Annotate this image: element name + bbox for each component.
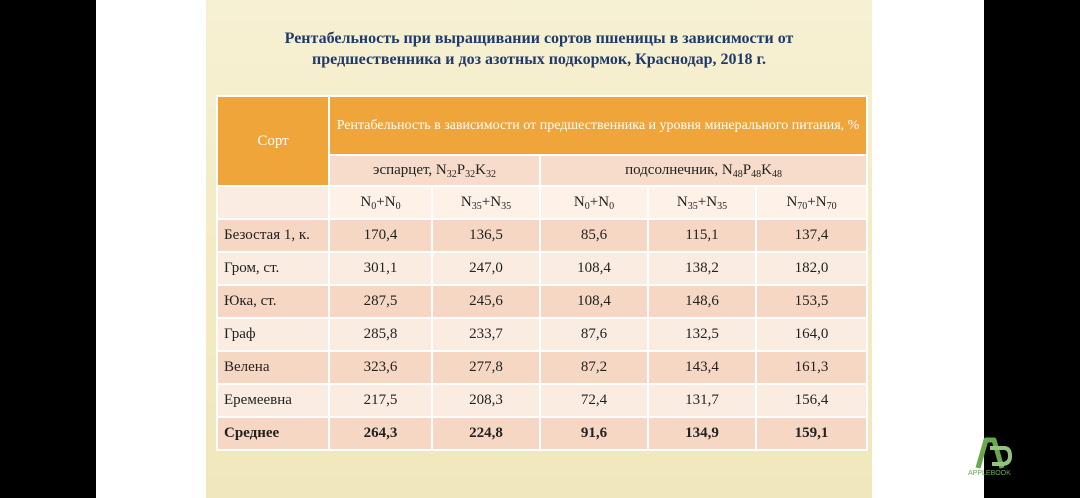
table-row: Еремеевна 217,5 208,3 72,4 131,7 156,4 xyxy=(216,383,869,418)
cell: 148,6 xyxy=(647,284,757,319)
cell: 87,2 xyxy=(539,350,649,385)
table-row: Граф 285,8 233,7 87,6 132,5 164,0 xyxy=(216,317,869,352)
cell: 301,1 xyxy=(328,251,433,286)
table-row: Гром, ст. 301,1 247,0 108,4 138,2 182,0 xyxy=(216,251,869,286)
cell: 108,4 xyxy=(539,251,649,286)
cell: 217,5 xyxy=(328,383,433,418)
row-name: Велена xyxy=(216,350,330,385)
subcol-1: N0+N0 xyxy=(328,185,433,220)
letterbox-left xyxy=(0,0,96,498)
cell: 287,5 xyxy=(328,284,433,319)
cell: 277,8 xyxy=(431,350,541,385)
cell: 245,6 xyxy=(431,284,541,319)
cell: 132,5 xyxy=(647,317,757,352)
applebook-logo-icon xyxy=(975,437,1012,469)
cell: 136,5 xyxy=(431,218,541,253)
slide-title: Рентабельность при выращивании сортов пш… xyxy=(284,30,794,68)
cell: 131,7 xyxy=(647,383,757,418)
cell: 159,1 xyxy=(754,416,869,451)
row-name: Гром, ст. xyxy=(216,251,330,286)
row-name: Безостая 1, к. xyxy=(216,218,330,253)
cell: 108,4 xyxy=(539,284,649,319)
cell: 323,6 xyxy=(328,350,433,385)
logo-text: APPLEBOOK xyxy=(968,470,1011,477)
cell: 91,6 xyxy=(539,416,649,451)
profitability-table: Сорт Рентабельность в зависимости от пре… xyxy=(216,94,869,451)
letterbox-right xyxy=(984,0,1080,498)
group-sunflower: подсолнечник, N48P48K48 xyxy=(538,154,869,187)
cell: 224,8 xyxy=(431,416,541,451)
table-row: Велена 323,6 277,8 87,2 143,4 161,3 xyxy=(216,350,869,385)
cell: 161,3 xyxy=(754,350,869,385)
cell: 115,1 xyxy=(647,218,757,253)
cell: 85,6 xyxy=(539,218,649,253)
subcol-4: N35+N35 xyxy=(647,185,757,220)
cell: 87,6 xyxy=(539,317,649,352)
cell: 182,0 xyxy=(754,251,869,286)
row-name: Граф xyxy=(216,317,330,352)
cell: 170,4 xyxy=(328,218,433,253)
subcol-2: N35+N35 xyxy=(431,185,541,220)
cell: 143,4 xyxy=(647,350,757,385)
slide-margin-left xyxy=(96,0,206,498)
cell: 208,3 xyxy=(431,383,541,418)
cell: 134,9 xyxy=(647,416,757,451)
slide: Рентабельность при выращивании сортов пш… xyxy=(206,0,872,498)
cell: 137,4 xyxy=(754,218,869,253)
blank-cell xyxy=(216,185,330,220)
table-row-total: Среднее 264,3 224,8 91,6 134,9 159,1 xyxy=(216,416,869,451)
cell: 156,4 xyxy=(754,383,869,418)
cell: 153,5 xyxy=(754,284,869,319)
cell: 164,0 xyxy=(754,317,869,352)
table-row: Безостая 1, к. 170,4 136,5 85,6 115,1 13… xyxy=(216,218,869,253)
cell: 285,8 xyxy=(328,317,433,352)
table-row: Юка, ст. 287,5 245,6 108,4 148,6 153,5 xyxy=(216,284,869,319)
group-esparcet: эспарцет, N32P32K32 xyxy=(328,154,541,187)
cell: 138,2 xyxy=(647,251,757,286)
header-main: Рентабельность в зависимости от предшест… xyxy=(327,94,869,157)
row-name: Среднее xyxy=(216,416,330,451)
header-sort: Сорт xyxy=(216,95,330,187)
subcol-5: N70+N70 xyxy=(754,185,869,220)
row-name: Еремеевна xyxy=(216,383,330,418)
subcol-3: N0+N0 xyxy=(539,185,649,220)
slide-margin-right xyxy=(872,0,984,498)
cell: 264,3 xyxy=(328,416,433,451)
cell: 233,7 xyxy=(431,317,541,352)
cell: 247,0 xyxy=(431,251,541,286)
cell: 72,4 xyxy=(539,383,649,418)
row-name: Юка, ст. xyxy=(216,284,330,319)
